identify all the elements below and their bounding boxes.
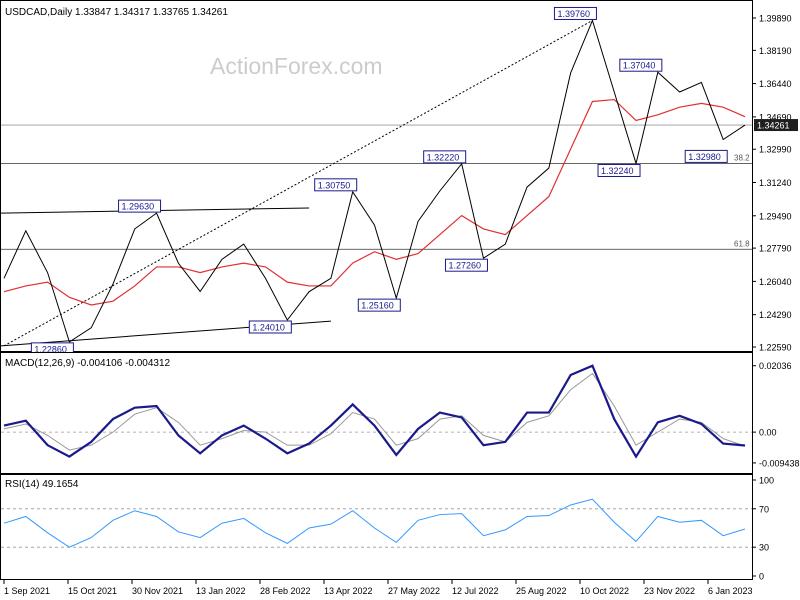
dotted-trend-line xyxy=(3,20,593,347)
y-tick-label: 1.38190 xyxy=(759,46,792,56)
x-tick-label: 10 Oct 2022 xyxy=(580,586,629,596)
macd-line xyxy=(3,364,746,459)
macd-tick-label: -0.009438 xyxy=(759,458,800,468)
level-label-box xyxy=(357,298,401,312)
x-tick-label: 13 Jan 2022 xyxy=(196,586,246,596)
rsi-tick-label: 30 xyxy=(759,543,769,553)
x-tick-label: 6 Jan 2023 xyxy=(708,586,753,596)
moving-average-line xyxy=(3,98,746,306)
level-label-box xyxy=(553,6,597,20)
rsi-panel-frame xyxy=(0,474,753,580)
level-label: 1.25160 xyxy=(361,301,394,311)
fib-level-label: 38.2 xyxy=(734,153,750,162)
x-tick-label: 30 Nov 2021 xyxy=(132,586,183,596)
level-label-box xyxy=(684,149,728,163)
level-label: 1.32220 xyxy=(427,152,460,162)
rsi-tick-label: 70 xyxy=(759,504,769,514)
level-label-box xyxy=(619,58,663,72)
current-price-badge xyxy=(754,119,798,132)
x-tick-label: 28 Feb 2022 xyxy=(260,586,311,596)
level-label: 1.32240 xyxy=(601,166,634,176)
x-tick-label: 27 May 2022 xyxy=(388,586,440,596)
y-tick-label: 1.24290 xyxy=(759,310,792,320)
price-line xyxy=(3,18,746,343)
fib-level-label: 61.8 xyxy=(734,239,750,248)
y-tick-label: 1.22590 xyxy=(759,343,792,353)
x-tick-label: 1 Sep 2021 xyxy=(4,586,50,596)
level-label: 1.37040 xyxy=(623,61,656,71)
macd-tick-label: 0.00 xyxy=(759,428,777,438)
macd-signal-line xyxy=(3,372,746,451)
y-tick-label: 1.36440 xyxy=(759,79,792,89)
level-label: 1.22860 xyxy=(34,344,67,354)
main-panel-header: USDCAD,Daily 1.33847 1.34317 1.33765 1.3… xyxy=(5,7,228,18)
y-tick-label: 1.31240 xyxy=(759,178,792,188)
y-tick-label: 1.32990 xyxy=(759,145,792,155)
rsi-tick-label: 100 xyxy=(759,476,774,486)
level-label-box xyxy=(444,258,488,272)
macd-panel-frame xyxy=(0,352,753,474)
level-label-box xyxy=(423,150,467,164)
level-label: 1.30750 xyxy=(318,180,351,190)
rsi-line xyxy=(3,498,746,548)
level-label-box xyxy=(597,163,641,177)
macd-panel-header: MACD(12,26,9) -0.004106 -0.004312 xyxy=(5,358,171,369)
current-price-label: 1.34261 xyxy=(757,121,790,131)
x-tick-label: 15 Oct 2021 xyxy=(68,586,117,596)
rsi-panel-header: RSI(14) 49.1654 xyxy=(5,479,79,490)
y-tick-label: 1.39890 xyxy=(759,14,792,24)
macd-tick-label: 0.02036 xyxy=(759,361,792,371)
level-label-box xyxy=(314,178,358,192)
level-label: 1.24010 xyxy=(252,322,285,332)
rsi-tick-label: 0 xyxy=(759,572,764,582)
y-tick-label: 1.34690 xyxy=(759,112,792,122)
level-label: 1.39760 xyxy=(557,9,590,19)
watermark: ActionForex.com xyxy=(210,53,383,79)
y-tick-label: 1.27790 xyxy=(759,244,792,254)
x-tick-label: 12 Jul 2022 xyxy=(452,586,499,596)
level-label-box xyxy=(248,320,292,334)
x-tick-label: 23 Nov 2022 xyxy=(644,586,695,596)
x-tick-label: 13 Apr 2022 xyxy=(324,586,373,596)
level-label-box xyxy=(118,199,162,213)
y-tick-label: 1.26040 xyxy=(759,277,792,287)
level-label: 1.32980 xyxy=(688,152,721,162)
x-tick-label: 25 Aug 2022 xyxy=(516,586,567,596)
y-tick-label: 1.29490 xyxy=(759,211,792,221)
level-label: 1.29630 xyxy=(122,202,155,212)
level-label: 1.27260 xyxy=(448,261,481,271)
